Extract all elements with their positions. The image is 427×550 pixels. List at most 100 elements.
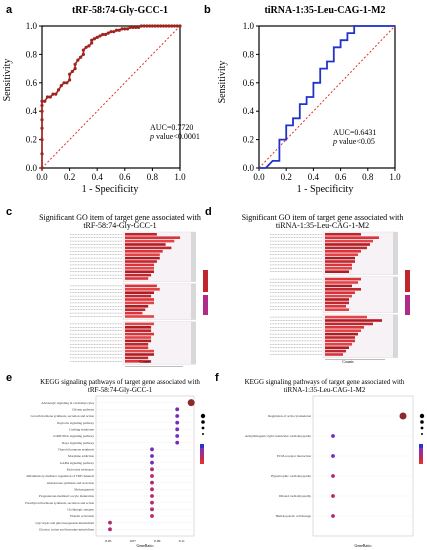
roc-a-point <box>59 84 63 88</box>
kegg-f-pathway-label: Arrhythmogenic right ventricular cardiom… <box>245 434 312 438</box>
go-d-bar <box>325 246 367 250</box>
kegg-e-point <box>150 500 154 505</box>
kegg-f-xlabel: GeneRatio <box>354 543 371 548</box>
roc-a-point <box>150 24 154 28</box>
roc-a-point <box>62 81 66 85</box>
roc-a-point <box>48 95 52 99</box>
roc-a-ytick-label: 0.6 <box>26 78 38 88</box>
go-d-bar <box>325 329 361 332</box>
roc-a-point <box>95 35 99 39</box>
roc-a-point <box>175 24 179 28</box>
roc-a-point <box>90 41 94 45</box>
roc-b-auc: AUC=0.6431 <box>333 128 376 137</box>
roc-a-point <box>40 126 44 130</box>
roc-a-xtick-label: 1.0 <box>174 172 186 182</box>
roc-chart-b: tiRNA-1:35-Leu-CAG-1-M2 Sensitivity 1 - … <box>217 5 401 195</box>
kegg-f-point <box>331 474 335 478</box>
go-d-bar <box>325 339 355 343</box>
roc-a-reference-line <box>41 25 181 169</box>
go-c-xlabel: Counts <box>139 359 151 364</box>
kegg-f-color-legend <box>419 444 423 448</box>
roc-a-ytick-label: 1.0 <box>26 21 38 31</box>
roc-a-point <box>131 25 135 30</box>
go-d-bar <box>325 353 343 356</box>
go-d-bar <box>325 281 358 284</box>
roc-a-point <box>159 24 163 28</box>
kegg-chart-e: Adrenergic signaling in cardiomyocytes Gl… <box>25 395 206 548</box>
go-c-bar <box>125 356 149 360</box>
roc-a-point <box>101 32 105 37</box>
kegg-e-pathway-label: Adrenergic signaling in cardiomyocytes <box>41 401 94 405</box>
go-d-group-strip <box>393 276 398 313</box>
roc-a-frame <box>41 25 181 169</box>
roc-b-ytick-label: 0.0 <box>243 163 255 173</box>
roc-a-point <box>164 24 168 28</box>
roc-b-ytick-label: 0.4 <box>243 106 255 116</box>
roc-a-point <box>79 55 83 59</box>
roc-a-point <box>167 24 171 28</box>
go-d-bar <box>325 319 382 322</box>
go-d-bar <box>325 267 352 270</box>
go-d-bar <box>325 239 373 243</box>
kegg-chart-e-title: KEGG signaling pathways of target gene a… <box>20 378 220 394</box>
go-c-group-strip <box>191 232 196 282</box>
roc-a-point <box>139 24 143 28</box>
roc-b-xtick-label: 0.0 <box>253 172 265 182</box>
go-c-bar <box>125 301 154 305</box>
go-c-bar <box>125 256 160 260</box>
go-d-xlabel: Counts <box>342 359 354 364</box>
kegg-e-point <box>150 467 154 472</box>
go-chart-c: Counts <box>70 231 208 367</box>
kegg-e-color-legend <box>200 444 204 448</box>
go-chart-c-title: Significant GO item of target gene assoc… <box>20 214 220 230</box>
go-c-bar <box>125 322 154 326</box>
go-d-bar <box>325 250 361 253</box>
go-c-bar <box>125 332 154 336</box>
roc-a-point <box>73 67 77 71</box>
roc-a-point <box>68 72 72 76</box>
roc-b-title: tiRNA-1:35-Leu-CAG-1-M2 <box>264 5 385 16</box>
kegg-e-pathway-label: Morphine addiction <box>68 454 94 458</box>
kegg-f-point <box>331 494 335 498</box>
go-c-title-1: Significant GO item of target gene assoc… <box>39 213 201 222</box>
kegg-e-point <box>108 527 112 532</box>
roc-a-point <box>68 78 72 82</box>
roc-b-reference-line <box>258 25 396 169</box>
go-d-bar <box>325 288 361 291</box>
go-c-bar <box>125 349 154 353</box>
kegg-e-size-legend-dot <box>201 426 205 430</box>
go-c-bar <box>125 311 143 315</box>
roc-b-xtick-label: 1.0 <box>389 172 401 182</box>
kegg-e-size-legend-dot <box>201 420 205 424</box>
kegg-f-title-2: tiRNA-1:35-Leu-CAG-1-M2 <box>283 386 366 394</box>
go-d-group-strip <box>393 232 398 275</box>
roc-a-auc: AUC=0.7720 <box>150 123 193 132</box>
kegg-e-pathway-label: Oxytocin signaling pathway <box>57 421 95 425</box>
go-c-bar <box>125 270 154 273</box>
go-d-bar <box>325 349 346 353</box>
kegg-e-point <box>150 474 154 478</box>
go-d-bar <box>325 253 358 256</box>
roc-a-point <box>40 118 44 122</box>
roc-b-xtick-label: 0.8 <box>362 172 374 182</box>
roc-b-ytick-label: 0.6 <box>243 78 255 88</box>
go-c-bar <box>125 336 152 339</box>
go-c-bar <box>125 329 152 332</box>
kegg-f-pathway-label: Dilated cardiomyopathy <box>279 494 311 498</box>
kegg-chart-f-title: KEGG signaling pathways of target gene a… <box>222 378 427 394</box>
go-c-title-2: tRF-58:74-Gly-GCC-1 <box>83 221 157 230</box>
roc-a-xtick-label: 0.4 <box>92 172 104 182</box>
roc-a-ytick-label: 0.0 <box>26 163 38 173</box>
kegg-f-color-legend <box>419 454 423 460</box>
kegg-e-pathway-label: GABA signaling pathway <box>60 461 94 465</box>
roc-a-point <box>45 95 50 99</box>
go-d-bar <box>325 326 364 329</box>
kegg-f-color-legend <box>419 460 423 464</box>
roc-chart-a: tRF-58:74-Gly-GCC-1 Sensitivity 1 - Spec… <box>2 5 200 195</box>
go-d-bar <box>325 343 352 346</box>
go-c-bar <box>125 267 154 270</box>
roc-a-xtick-label: 0.6 <box>119 172 131 182</box>
roc-a-point <box>148 24 152 28</box>
go-c-group-strip <box>191 283 196 320</box>
go-c-bar <box>125 315 154 318</box>
